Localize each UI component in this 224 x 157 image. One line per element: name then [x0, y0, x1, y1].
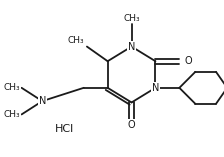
Text: CH₃: CH₃ [67, 36, 84, 45]
Text: HCl: HCl [55, 124, 74, 134]
Text: O: O [184, 56, 192, 66]
Text: CH₃: CH₃ [3, 110, 20, 119]
Text: CH₃: CH₃ [123, 14, 140, 23]
Text: O: O [128, 120, 135, 130]
Text: CH₃: CH₃ [3, 83, 20, 92]
Text: N: N [128, 42, 135, 51]
Text: N: N [152, 83, 159, 93]
Text: N: N [39, 96, 46, 106]
